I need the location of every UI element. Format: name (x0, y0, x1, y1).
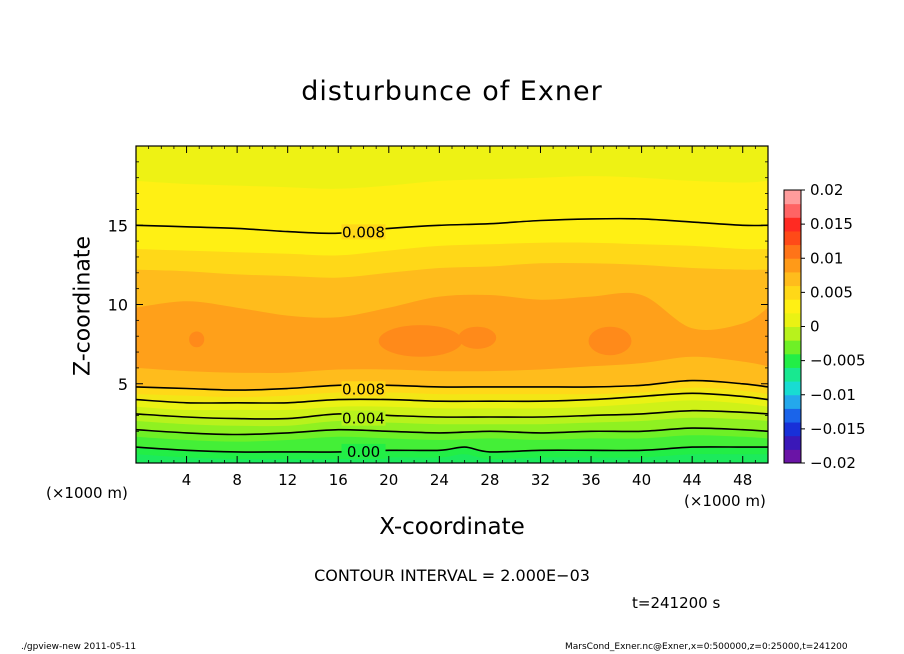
contour-label-bg (341, 381, 386, 397)
colorbar-swatch (784, 230, 801, 246)
y-tick-label: 5 (118, 375, 128, 394)
time-label: t=241200 s (632, 594, 721, 612)
contour-line (136, 427, 768, 436)
x-axis-label: X-coordinate (379, 514, 525, 540)
colorbar-label: −0.01 (810, 386, 856, 404)
colorbar-swatch (784, 340, 801, 355)
colorbar-label: 0.005 (810, 283, 853, 301)
colorbar-label: −0.02 (810, 454, 856, 472)
colorbar-swatch (784, 244, 801, 259)
colorbar-swatch (784, 422, 801, 437)
x-tick-label: 12 (278, 471, 297, 489)
colorbar-swatch (784, 258, 801, 273)
colorbar-swatch (784, 381, 801, 396)
colorbar-swatch (784, 203, 801, 218)
colorbar-swatch (784, 449, 801, 464)
plot-fill-group: 0.00 0.004 0.008 0.008 (136, 146, 768, 463)
contour-label: 0.00 (347, 443, 380, 461)
contour-label-bg (341, 443, 386, 459)
colorbar-swatch (784, 435, 801, 450)
colorbar-label: 0.015 (810, 215, 853, 233)
colorbar-swatch (784, 367, 801, 382)
colorbar-swatch (784, 285, 801, 300)
colorbar-swatch (784, 190, 801, 205)
x-tick-label: 44 (683, 471, 702, 489)
fill-blob (458, 326, 497, 349)
x-tick-label: 28 (480, 471, 499, 489)
contour-label: 0.008 (342, 223, 385, 241)
colorbar-swatch (784, 408, 801, 423)
x-unit-label-right: (×1000 m) (684, 492, 766, 510)
fill-blob (189, 331, 205, 348)
footer-program-info: ./gpview-new 2011-05-11 (21, 642, 137, 652)
contour-label: 0.008 (342, 380, 385, 398)
fill-blob (378, 325, 463, 357)
chart-title: disturbunce of Exner (301, 76, 603, 107)
x-tick-label: 24 (430, 471, 449, 489)
x-tick-label: 36 (581, 471, 600, 489)
colorbar-label: −0.005 (810, 352, 866, 370)
x-tick-label: 40 (632, 471, 651, 489)
colorbar-swatch (784, 217, 801, 232)
contour-line (136, 409, 768, 420)
y-tick-label: 10 (108, 296, 128, 315)
contour-line (136, 379, 768, 391)
contour-line (136, 217, 768, 235)
x-tick-label: 4 (182, 471, 192, 489)
contour-line (136, 392, 768, 404)
colorbar-label: −0.015 (810, 420, 866, 438)
contour-label-bg (341, 410, 386, 426)
x-unit-label-left: (×1000 m) (46, 484, 128, 502)
colorbar-label: 0.02 (810, 181, 843, 199)
colorbar-swatch (784, 326, 801, 341)
x-tick-label: 32 (531, 471, 550, 489)
contour-interval-note: CONTOUR INTERVAL = 2.000E−03 (314, 566, 590, 585)
colorbar-label: 0 (810, 318, 820, 336)
footer-data-source: MarsCond_Exner.nc@Exner,x=0:500000,z=0:2… (565, 642, 848, 652)
y-tick-label: 15 (108, 216, 128, 235)
colorbar-swatch (784, 394, 801, 409)
x-tick-label: 8 (232, 471, 242, 489)
x-tick-label: 20 (379, 471, 398, 489)
colorbar-swatch (784, 353, 801, 368)
x-tick-label: 48 (733, 471, 752, 489)
fill-band-lower-mid (136, 454, 768, 463)
colorbar-swatch (784, 312, 801, 327)
colorbar-label: 0.01 (810, 249, 843, 267)
fill-blob (588, 326, 632, 356)
contour-label: 0.004 (342, 410, 385, 428)
x-tick-label: 16 (329, 471, 348, 489)
contour-line (136, 446, 768, 453)
colorbar-swatch (784, 299, 801, 314)
contour-label-bg (341, 224, 386, 240)
colorbar-swatch (784, 271, 801, 287)
